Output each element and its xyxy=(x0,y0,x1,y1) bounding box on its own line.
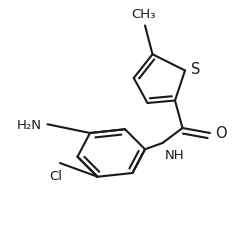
Text: CH₃: CH₃ xyxy=(132,9,156,21)
Text: NH: NH xyxy=(165,148,184,161)
Text: S: S xyxy=(191,62,200,77)
Text: Cl: Cl xyxy=(50,169,63,182)
Text: H₂N: H₂N xyxy=(17,118,42,131)
Text: O: O xyxy=(216,125,227,140)
